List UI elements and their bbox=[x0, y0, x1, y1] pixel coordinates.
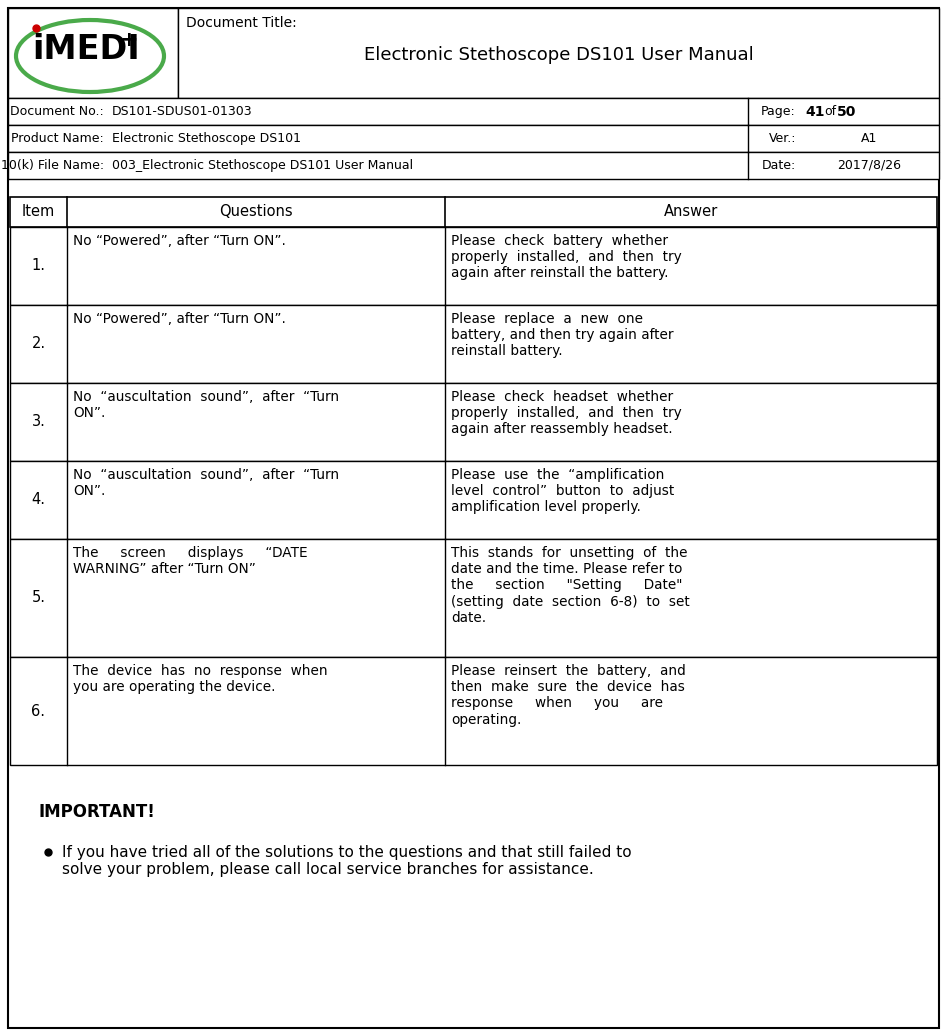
Text: of: of bbox=[824, 105, 836, 118]
Bar bbox=[8, 8, 178, 98]
Bar bbox=[10, 383, 937, 461]
Text: No  “auscultation  sound”,  after  “Turn
ON”.: No “auscultation sound”, after “Turn ON”… bbox=[73, 468, 339, 498]
Text: If you have tried all of the solutions to the questions and that still failed to: If you have tried all of the solutions t… bbox=[62, 845, 632, 877]
Bar bbox=[178, 8, 939, 98]
Text: The  device  has  no  response  when
you are operating the device.: The device has no response when you are … bbox=[73, 664, 328, 694]
Text: Document Title:: Document Title: bbox=[186, 16, 296, 30]
Text: Product Name:: Product Name: bbox=[11, 132, 104, 145]
Text: A1: A1 bbox=[862, 132, 878, 145]
Ellipse shape bbox=[16, 20, 164, 92]
Text: 510(k) File Name:: 510(k) File Name: bbox=[0, 159, 104, 172]
Bar bbox=[10, 227, 937, 305]
Text: DS101-SDUS01-01303: DS101-SDUS01-01303 bbox=[112, 105, 253, 118]
Text: 6.: 6. bbox=[31, 703, 45, 719]
Bar bbox=[10, 539, 937, 657]
Text: 3.: 3. bbox=[31, 414, 45, 430]
Text: iMEDI: iMEDI bbox=[32, 33, 140, 66]
Text: Electronic Stethoscope DS101 User Manual: Electronic Stethoscope DS101 User Manual bbox=[364, 46, 754, 64]
Text: 2017/8/26: 2017/8/26 bbox=[837, 159, 902, 172]
Bar bbox=[8, 152, 939, 179]
Bar bbox=[10, 197, 937, 227]
Text: Questions: Questions bbox=[219, 204, 293, 220]
Text: No “Powered”, after “Turn ON”.: No “Powered”, after “Turn ON”. bbox=[73, 312, 286, 326]
Bar bbox=[8, 98, 939, 125]
Text: Document No.:: Document No.: bbox=[10, 105, 104, 118]
Text: Please  reinsert  the  battery,  and
then  make  sure  the  device  has
response: Please reinsert the battery, and then ma… bbox=[451, 664, 686, 726]
Text: 003_Electronic Stethoscope DS101 User Manual: 003_Electronic Stethoscope DS101 User Ma… bbox=[112, 159, 413, 172]
Text: The     screen     displays     “DATE
WARNING” after “Turn ON”: The screen displays “DATE WARNING” after… bbox=[73, 546, 308, 576]
Bar bbox=[8, 125, 939, 152]
Text: Please  use  the  “amplification
level  control”  button  to  adjust
amplificati: Please use the “amplification level cont… bbox=[451, 468, 674, 515]
Text: IMPORTANT!: IMPORTANT! bbox=[38, 803, 155, 821]
Text: +: + bbox=[120, 30, 138, 50]
Text: 41: 41 bbox=[805, 105, 825, 118]
Text: Ver.:: Ver.: bbox=[769, 132, 796, 145]
Text: 2.: 2. bbox=[31, 337, 45, 351]
Text: 50: 50 bbox=[837, 105, 856, 118]
Text: Please  check  battery  whether
properly  installed,  and  then  try
again after: Please check battery whether properly in… bbox=[451, 234, 682, 281]
Bar bbox=[10, 461, 937, 539]
Bar bbox=[10, 305, 937, 383]
Text: Please  replace  a  new  one
battery, and then try again after
reinstall battery: Please replace a new one battery, and th… bbox=[451, 312, 673, 358]
Text: Electronic Stethoscope DS101: Electronic Stethoscope DS101 bbox=[112, 132, 301, 145]
Text: Date:: Date: bbox=[761, 159, 796, 172]
Text: Please  check  headset  whether
properly  installed,  and  then  try
again after: Please check headset whether properly in… bbox=[451, 390, 682, 436]
Text: No  “auscultation  sound”,  after  “Turn
ON”.: No “auscultation sound”, after “Turn ON”… bbox=[73, 390, 339, 421]
Text: 1.: 1. bbox=[31, 259, 45, 274]
Text: 4.: 4. bbox=[31, 492, 45, 508]
Bar bbox=[10, 657, 937, 765]
Text: This  stands  for  unsetting  of  the
date and the time. Please refer to
the    : This stands for unsetting of the date an… bbox=[451, 546, 689, 625]
Text: 5.: 5. bbox=[31, 591, 45, 605]
Text: Page:: Page: bbox=[761, 105, 796, 118]
Text: No “Powered”, after “Turn ON”.: No “Powered”, after “Turn ON”. bbox=[73, 234, 286, 248]
Text: Item: Item bbox=[22, 204, 55, 220]
Text: Answer: Answer bbox=[664, 204, 718, 220]
